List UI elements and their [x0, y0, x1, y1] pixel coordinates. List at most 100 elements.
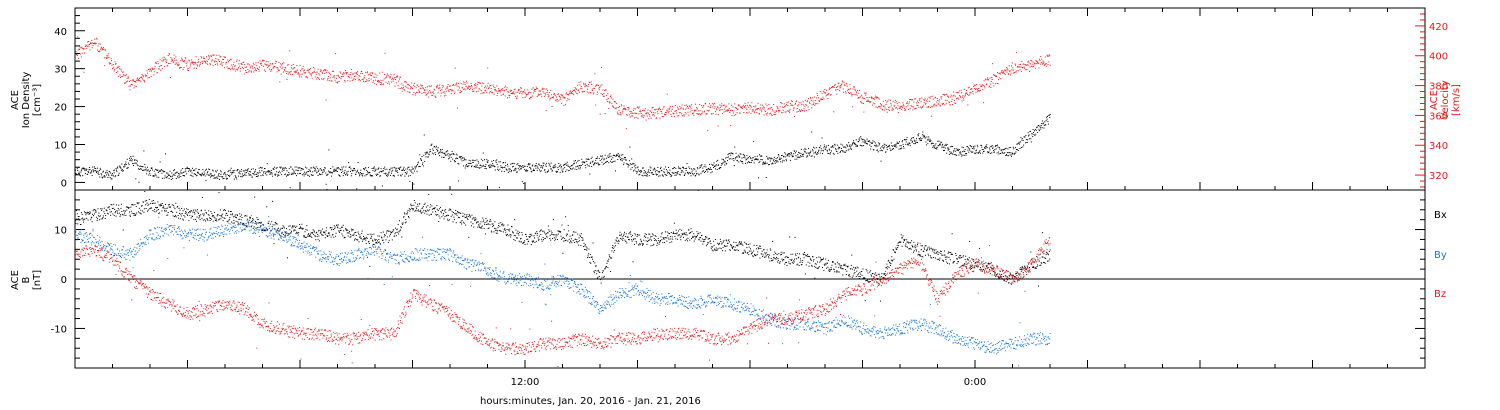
velocity-point: [434, 89, 436, 91]
density-point: [338, 174, 340, 176]
velocity-point: [116, 66, 118, 68]
velocity-point: [453, 83, 454, 85]
bx-point: [318, 240, 320, 242]
density-point: [388, 172, 390, 174]
velocity-point: [433, 93, 435, 95]
velocity-point: [630, 112, 632, 114]
density-point: [119, 165, 121, 167]
density-point: [996, 152, 998, 154]
bx-point: [231, 214, 233, 216]
velocity-point: [384, 74, 386, 76]
density-point: [831, 146, 833, 148]
density-point: [238, 172, 240, 174]
density-point: [346, 171, 348, 173]
density-point: [683, 174, 685, 176]
velocity-point: [86, 46, 88, 48]
velocity-point: [396, 76, 398, 78]
velocity-point: [641, 115, 643, 117]
density-point: [969, 149, 971, 151]
velocity-point: [653, 115, 655, 117]
density-point: [256, 172, 258, 174]
density-point: [829, 149, 831, 151]
velocity-point: [456, 85, 458, 87]
density-point: [170, 176, 172, 178]
bx-point: [103, 211, 105, 213]
velocity-point: [1038, 62, 1039, 64]
bx-point: [152, 209, 154, 211]
density-point: [829, 153, 831, 155]
density-point: [372, 175, 373, 177]
velocity-point: [108, 62, 110, 64]
velocity-point: [691, 110, 693, 112]
velocity-point: [174, 63, 176, 65]
density-point: [826, 145, 828, 147]
velocity-point: [693, 114, 695, 116]
bx-point: [245, 215, 247, 217]
density-point: [504, 166, 506, 168]
density-point: [84, 168, 85, 170]
velocity-point: [690, 108, 692, 110]
density-point: [544, 169, 546, 171]
density-point: [298, 170, 300, 172]
density-point: [95, 168, 97, 170]
density-point: [124, 163, 126, 165]
density-point: [943, 149, 945, 151]
bx-point: [303, 236, 305, 238]
density-point: [510, 171, 512, 173]
velocity-point: [204, 57, 206, 59]
density-point: [898, 148, 900, 150]
bx-point: [322, 234, 324, 236]
velocity-point: [538, 90, 540, 92]
velocity-point: [991, 77, 993, 79]
velocity-point: [336, 77, 337, 79]
velocity-point: [222, 61, 224, 63]
density-point: [916, 141, 918, 143]
velocity-point: [277, 67, 279, 69]
bx-point: [272, 224, 274, 226]
density-point: [979, 152, 981, 154]
velocity-point: [399, 76, 401, 78]
density-point: [305, 173, 307, 175]
velocity-point: [108, 56, 110, 58]
velocity-point: [830, 93, 832, 95]
density-point: [799, 156, 801, 158]
density-point: [984, 145, 986, 147]
density-point: [804, 147, 806, 149]
density-point: [748, 161, 750, 163]
density-point: [902, 140, 904, 142]
density-point: [190, 170, 192, 172]
density-point: [443, 156, 445, 158]
velocity-point: [689, 105, 691, 107]
density-point: [277, 172, 279, 174]
density-point: [783, 160, 785, 162]
velocity-point: [579, 88, 581, 90]
velocity-point: [709, 103, 711, 105]
density-point: [879, 150, 881, 152]
velocity-point: [1002, 72, 1003, 74]
density-point: [442, 152, 444, 154]
velocity-point: [958, 90, 960, 92]
velocity-point: [603, 93, 605, 95]
bx-point: [198, 217, 200, 219]
density-point: [402, 169, 404, 171]
density-point: [605, 161, 607, 163]
velocity-point: [230, 69, 232, 71]
density-point: [331, 172, 333, 174]
density-point: [1024, 142, 1026, 144]
velocity-point: [737, 108, 739, 110]
density-point: [669, 169, 671, 171]
velocity-point: [720, 109, 722, 111]
density-point: [912, 140, 913, 142]
bx-point: [87, 212, 89, 214]
velocity-point: [742, 104, 744, 106]
density-point: [409, 175, 411, 177]
bx-point: [167, 211, 169, 213]
velocity-point: [471, 85, 472, 87]
density-point: [347, 170, 349, 172]
velocity-point: [496, 95, 498, 97]
density-point: [944, 147, 946, 149]
density-point: [367, 171, 369, 173]
bx-point: [117, 213, 119, 215]
density-point: [1011, 155, 1012, 157]
density-point: [390, 167, 392, 169]
